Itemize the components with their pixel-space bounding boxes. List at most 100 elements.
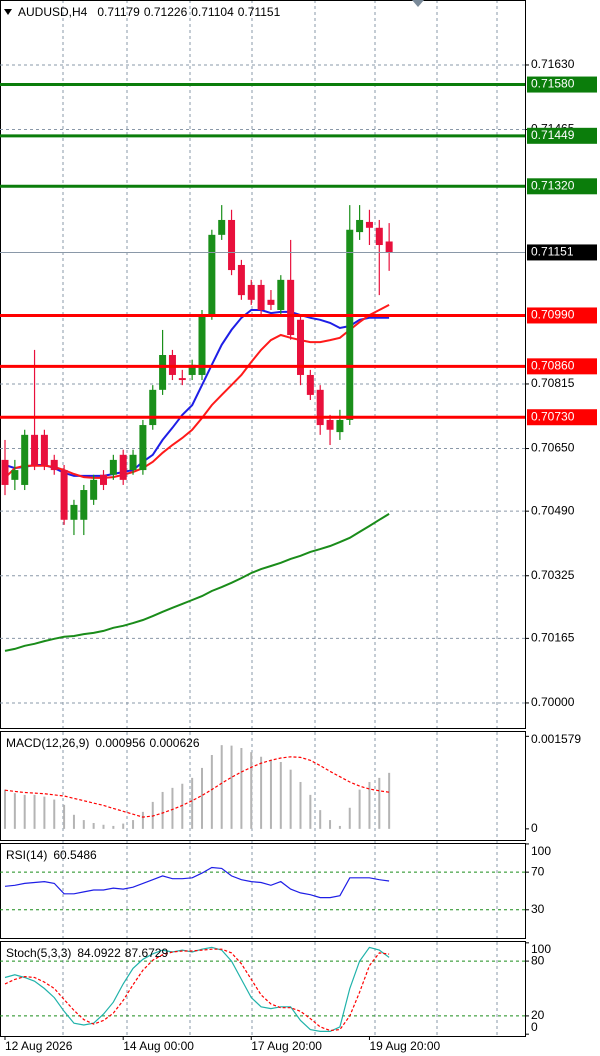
y-tick-label: 0.001579 bbox=[531, 732, 581, 746]
level-label: 0.70730 bbox=[531, 409, 575, 423]
last-price-box bbox=[527, 244, 597, 261]
plot bbox=[0, 83, 525, 1033]
candle-body bbox=[139, 425, 147, 471]
panel-title: MACD(12,26,9) bbox=[6, 736, 89, 750]
indicator-value: 0.000626 bbox=[149, 736, 199, 750]
candle-body bbox=[356, 219, 364, 233]
candle-body bbox=[375, 227, 383, 246]
panel-frame bbox=[0, 731, 526, 841]
x-tick-label: 12 Aug 2026 bbox=[5, 1039, 73, 1053]
candle-body bbox=[159, 354, 167, 390]
candle-body bbox=[346, 229, 354, 420]
header-triangle bbox=[4, 9, 12, 15]
level-box bbox=[527, 76, 597, 93]
indicator-line bbox=[4, 866, 390, 899]
panel-title: Stoch(5,3,3) bbox=[6, 946, 71, 960]
candle-body bbox=[40, 434, 48, 465]
candle-body bbox=[297, 319, 304, 375]
indicator-line bbox=[4, 948, 390, 1032]
candle-body bbox=[228, 219, 236, 271]
level-label: 0.71320 bbox=[531, 178, 575, 192]
panel-header: Stoch(5,3,3) 84.0922 87.6729 bbox=[6, 946, 168, 960]
y-tick-label: 0.70490 bbox=[531, 503, 575, 517]
candle-body bbox=[336, 419, 344, 433]
indicator-line bbox=[4, 304, 390, 479]
candle-body bbox=[100, 474, 107, 485]
candle-body bbox=[218, 219, 226, 235]
indicator-line bbox=[4, 513, 390, 652]
panel-frame bbox=[0, 0, 526, 729]
candle-body bbox=[80, 490, 88, 520]
ohlc-value: 0.71104 bbox=[191, 5, 234, 19]
shift-marker bbox=[412, 0, 424, 7]
candle-body bbox=[198, 315, 206, 375]
y-tick-label: 80 bbox=[531, 953, 545, 967]
candle-body bbox=[178, 378, 186, 381]
level-label: 0.70860 bbox=[531, 359, 575, 373]
x-tick-label: 17 Aug 20:00 bbox=[251, 1039, 322, 1053]
level-box bbox=[527, 127, 597, 144]
level-label: 0.70990 bbox=[531, 308, 575, 322]
y-tick-label: 0 bbox=[531, 821, 538, 835]
panel-frame bbox=[0, 941, 526, 1037]
last-price-label: 0.71151 bbox=[531, 245, 574, 259]
candle-body bbox=[119, 454, 127, 480]
level-box bbox=[527, 409, 597, 426]
y-tick-label: 100 bbox=[531, 942, 551, 956]
ohlc-value: 0.71151 bbox=[238, 5, 281, 19]
candle-body bbox=[306, 374, 314, 395]
y-tick-label: 0.70000 bbox=[531, 695, 575, 709]
level-box bbox=[527, 307, 597, 324]
y-tick-label: 0 bbox=[531, 1020, 538, 1034]
candle-body bbox=[237, 264, 245, 296]
indicator-value: 60.5486 bbox=[53, 848, 97, 862]
level-label: 0.71580 bbox=[531, 77, 575, 91]
y-tick-label: 0.70325 bbox=[531, 568, 575, 582]
candle-body bbox=[60, 470, 68, 520]
candle-body bbox=[90, 479, 98, 500]
candle-body bbox=[247, 284, 255, 300]
candle-body bbox=[277, 279, 285, 310]
candle-body bbox=[267, 299, 275, 305]
indicator-value: 84.0922 bbox=[77, 946, 121, 960]
ohlc-value: 0.71226 bbox=[144, 5, 188, 19]
candle-body bbox=[385, 241, 393, 253]
candle-body bbox=[109, 459, 117, 475]
y-tick-label: 0.70650 bbox=[531, 441, 575, 455]
candle-body bbox=[1, 459, 9, 485]
y-tick-label: 30 bbox=[531, 902, 545, 916]
axis: 0.70000 0.70165 0.70325 0.70490 0.70650 0.708… bbox=[4, 5, 597, 1053]
candle-body bbox=[326, 419, 334, 430]
x-tick-label: 19 Aug 20:00 bbox=[369, 1039, 440, 1053]
indicator-value: 87.6729 bbox=[125, 946, 169, 960]
y-tick-label: 70 bbox=[531, 864, 545, 878]
candle-body bbox=[21, 434, 29, 485]
candle-body bbox=[188, 364, 196, 375]
level-box bbox=[527, 178, 597, 195]
y-tick-label: 0.71630 bbox=[531, 57, 575, 71]
candle-body bbox=[31, 434, 39, 465]
indicator-value: 0.000956 bbox=[95, 736, 145, 750]
grid bbox=[0, 0, 526, 1037]
level-label: 0.71449 bbox=[531, 128, 575, 142]
y-tick-label: 0.70165 bbox=[531, 631, 575, 645]
candle-body bbox=[287, 279, 295, 336]
candle-body bbox=[208, 234, 216, 316]
candle-body bbox=[11, 470, 19, 480]
candle-body bbox=[257, 284, 265, 310]
candle-body bbox=[149, 389, 157, 426]
candle-body bbox=[70, 504, 78, 520]
candle-body bbox=[365, 221, 373, 228]
y-tick-label: 100 bbox=[531, 844, 551, 858]
candle-body bbox=[129, 454, 137, 471]
candle-body bbox=[50, 459, 58, 471]
y-tick-label: 20 bbox=[531, 1008, 545, 1022]
ohlc-value: 0.71179 bbox=[97, 5, 140, 19]
panel-header: MACD(12,26,9) 0.000956 0.000626 bbox=[6, 736, 200, 750]
panel-frame bbox=[0, 843, 526, 939]
panel-header: AUDUSD,H4 0.71179 0.71226 0.71104 0.71151 bbox=[18, 5, 281, 19]
panel-title: AUDUSD,H4 bbox=[18, 5, 88, 19]
